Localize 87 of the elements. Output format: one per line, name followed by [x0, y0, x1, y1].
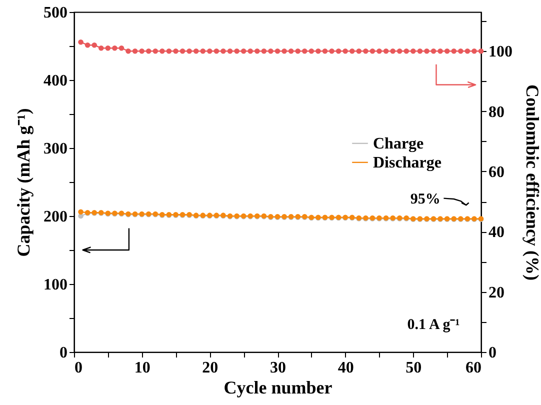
point: [112, 45, 118, 51]
y-tick-label: 500: [44, 4, 68, 22]
point: [472, 48, 477, 54]
annotation: 95%: [410, 191, 440, 208]
point: [444, 48, 450, 54]
point: [363, 48, 368, 54]
point: [261, 48, 267, 54]
point: [84, 42, 90, 48]
point: [146, 48, 152, 54]
legend-label: Discharge: [373, 154, 442, 172]
point: [132, 48, 138, 54]
x-tick-label: 30: [270, 360, 286, 376]
point: [186, 48, 192, 54]
point: [214, 48, 220, 54]
y-tick-label: 200: [44, 208, 68, 226]
point: [356, 48, 362, 54]
y-tick-label: 400: [44, 72, 68, 90]
point: [268, 48, 274, 54]
x-tick-label: 10: [134, 360, 150, 376]
annotation: 0.1 A g⁻¹: [407, 317, 460, 334]
point: [160, 48, 165, 54]
point: [430, 48, 436, 54]
point: [322, 48, 328, 54]
point: [458, 48, 464, 54]
y2-tick-label: 20: [488, 284, 504, 302]
point: [78, 209, 84, 215]
point: [396, 48, 402, 54]
point: [349, 48, 355, 54]
point: [248, 48, 254, 54]
y2-tick-label: 80: [488, 104, 504, 121]
point: [316, 48, 321, 54]
point: [370, 48, 376, 54]
point: [240, 48, 246, 54]
point: [288, 48, 294, 54]
point: [410, 48, 416, 54]
y-axis-title: Capacity (mAh g⁻¹): [14, 108, 34, 257]
point: [438, 48, 443, 54]
point: [302, 48, 308, 54]
y2-tick-label: 0: [488, 344, 496, 362]
y2-tick-label: 40: [488, 224, 504, 242]
point: [92, 42, 97, 48]
point: [451, 48, 457, 54]
point: [478, 48, 484, 54]
point: [254, 48, 260, 54]
point: [336, 48, 342, 54]
point: [282, 48, 287, 54]
point: [126, 48, 131, 54]
x-tick-label: 0: [74, 360, 82, 376]
y-tick-label: 300: [44, 140, 68, 158]
y2-tick-label: 100: [488, 44, 512, 61]
point: [220, 48, 226, 54]
point: [308, 48, 314, 54]
point: [417, 48, 423, 54]
y-tick-label: 100: [44, 276, 68, 294]
point: [173, 48, 178, 54]
x-tick-label: 50: [406, 360, 422, 376]
point: [118, 45, 124, 51]
point: [105, 45, 111, 51]
x-tick-label: 60: [466, 360, 482, 376]
point: [342, 48, 348, 54]
point: [464, 48, 470, 54]
point: [404, 48, 410, 54]
point: [200, 48, 206, 54]
x-tick-label: 40: [338, 360, 354, 376]
x-axis-title: Cycle number: [224, 378, 332, 398]
point: [329, 48, 334, 54]
legend-label: Charge: [373, 135, 424, 152]
point: [295, 48, 300, 54]
point: [390, 48, 396, 54]
y2-tick-label: 60: [488, 164, 504, 181]
point: [227, 48, 233, 54]
point: [383, 48, 389, 54]
y2-axis-title: Coulombic efficiency (%): [522, 84, 541, 280]
point: [193, 48, 199, 54]
point: [139, 48, 144, 54]
point: [234, 48, 240, 54]
point: [274, 48, 280, 54]
point: [424, 48, 430, 54]
point: [78, 39, 84, 45]
y-tick-label: 0: [60, 344, 68, 362]
x-tick-label: 20: [202, 360, 218, 376]
point: [98, 45, 104, 51]
point: [152, 48, 158, 54]
point: [207, 48, 212, 54]
point: [166, 48, 172, 54]
point: [376, 48, 382, 54]
point: [180, 48, 186, 54]
